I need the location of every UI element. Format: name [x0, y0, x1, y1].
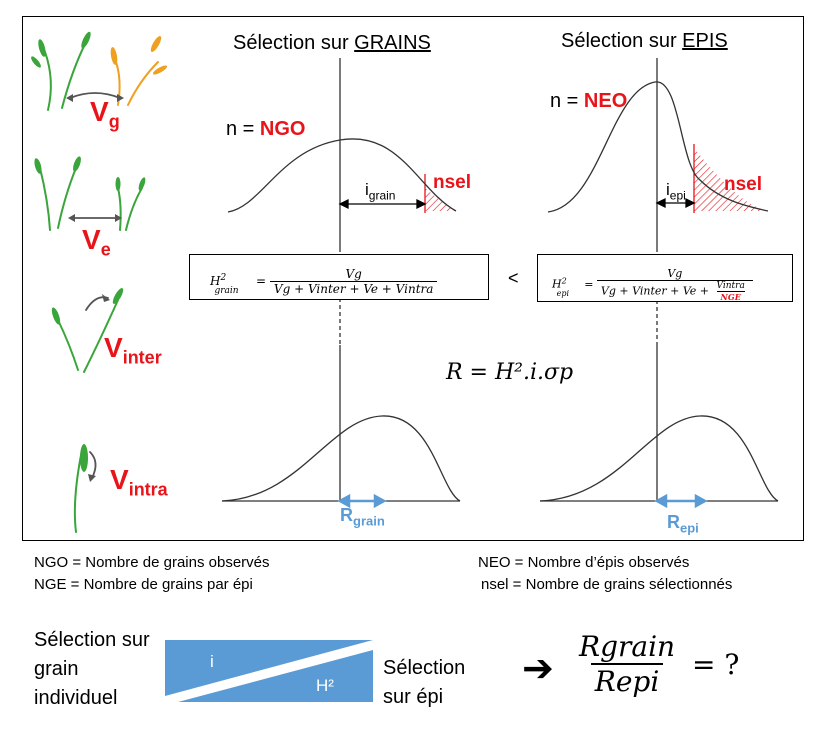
epi-r-arrow: [654, 493, 708, 509]
triangle-i-label: i: [210, 652, 214, 671]
epi-distribution-top: [547, 58, 769, 500]
grains-header: Sélection sur GRAINS: [233, 32, 431, 54]
legend-nge: NGE = Nombre de grains par épi: [34, 576, 253, 593]
legend-ngo: NGO = Nombre de grains observés: [34, 554, 270, 571]
wheat-inter-icon: [51, 288, 124, 373]
grain-i-arrow: [338, 198, 427, 210]
response-equation: R = H².i.σp: [446, 360, 574, 385]
selection-triangles: [165, 640, 373, 702]
h2-grain-formula: H2 grain = Vg Vg + Vinter + Ve + Vintra: [189, 254, 489, 300]
grain-r-label: Rgrain: [340, 505, 385, 529]
grain-distribution-bottom: [221, 415, 461, 502]
grain-n-label: n = NGO: [226, 118, 306, 140]
grain-i-label: igrain: [365, 180, 396, 203]
wheat-pair-ve-icon: [34, 156, 146, 231]
epi-selection-label: Sélection sur épi: [383, 657, 466, 708]
ratio-formula: Rgrain Repi = ?: [579, 630, 740, 698]
grain-nsel-label: nsel: [433, 172, 472, 193]
epis-header: Sélection sur EPIS: [561, 30, 728, 52]
epi-i-arrow: [655, 197, 696, 209]
epi-distribution-bottom: [539, 415, 779, 502]
ve-label: Ve: [82, 224, 111, 260]
epi-i-label: iepi: [666, 180, 686, 203]
comparator: <: [508, 268, 519, 288]
grain-selection-label: Sélection sur grain individuel: [34, 629, 150, 709]
legend-nsel: nsel = Nombre de grains sélectionnés: [481, 576, 733, 593]
grain-r-arrow: [337, 493, 387, 509]
vg-label: Vg: [90, 96, 120, 132]
diagram-frame: [22, 16, 804, 541]
grain-distribution-top: [227, 58, 457, 500]
epi-r-label: Repi: [667, 512, 699, 536]
triangle-h2-label: H²: [316, 676, 334, 695]
right-arrow-icon: ➔: [522, 648, 554, 690]
epi-nsel-label: nsel: [724, 174, 763, 195]
vintra-label: Vintra: [110, 464, 168, 500]
legend-neo: NEO = Nombre d’épis observés: [478, 554, 690, 571]
vinter-label: Vinter: [104, 332, 162, 368]
h2-epi-formula: H2 epi = Vg Vg + Vinter + Ve + Vintra NGE: [537, 254, 793, 302]
epi-n-label: n = NEO: [550, 90, 628, 112]
wheat-intra-icon: [73, 444, 97, 533]
wheat-pair-vg-icon: [31, 31, 168, 111]
